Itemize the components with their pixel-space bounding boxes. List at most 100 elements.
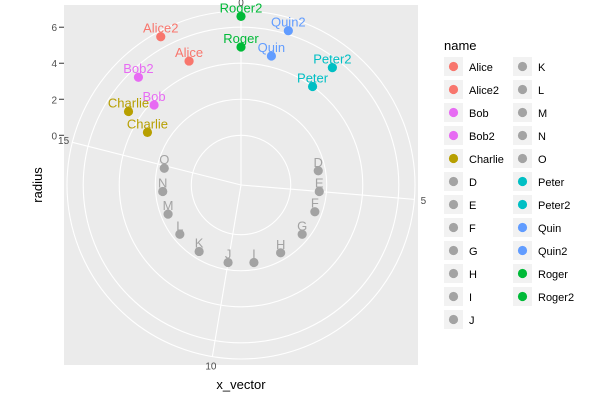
point-j bbox=[223, 257, 233, 268]
point-label-k: K bbox=[195, 235, 204, 250]
legend-label-roger: Roger bbox=[538, 269, 568, 281]
legend-label-j: J bbox=[469, 315, 475, 327]
angle-tick-label: 10 bbox=[205, 362, 217, 373]
angle-tick-label: 0 bbox=[238, 0, 244, 9]
legend-label-i: I bbox=[469, 292, 472, 304]
legend-label-m: M bbox=[538, 108, 547, 120]
point-label-charlie: Charlie bbox=[127, 116, 168, 131]
point-label-l: L bbox=[176, 218, 183, 233]
legend-swatch-e bbox=[448, 199, 459, 210]
grid-spoke bbox=[240, 184, 415, 200]
radius-tick-label: 2 bbox=[51, 95, 57, 106]
point-roger bbox=[236, 42, 246, 52]
legend-swatch-f bbox=[448, 222, 459, 233]
legend-swatch-l bbox=[517, 84, 528, 95]
legend-label-e: E bbox=[469, 200, 476, 212]
legend-label-peter2: Peter2 bbox=[538, 200, 570, 212]
point-label-d: D bbox=[314, 155, 323, 170]
point-label-o: O bbox=[159, 152, 169, 167]
point-label-n: N bbox=[158, 175, 167, 190]
points-layer bbox=[123, 11, 337, 268]
y-axis-title: radius bbox=[30, 167, 45, 203]
legend-label-k: K bbox=[538, 62, 546, 74]
angle-tick-label: 15 bbox=[58, 136, 70, 147]
point-e bbox=[314, 186, 324, 197]
point-label-alice: Alice bbox=[175, 45, 203, 60]
legend-label-quin: Quin bbox=[538, 223, 561, 235]
legend-swatch-quin bbox=[517, 222, 528, 233]
legend-swatch-j bbox=[448, 314, 459, 325]
point-charlie bbox=[123, 106, 134, 117]
legend-swatch-peter2 bbox=[517, 199, 528, 210]
legend-label-quin2: Quin2 bbox=[538, 246, 567, 258]
point-d bbox=[313, 166, 323, 176]
radius-tick-label: 0 bbox=[51, 131, 57, 142]
point-label-m: M bbox=[163, 198, 174, 213]
point-label-bob: Bob bbox=[142, 89, 165, 104]
legend-swatch-n bbox=[517, 130, 528, 141]
legend-label-alice: Alice bbox=[469, 62, 493, 74]
point-alice bbox=[184, 56, 194, 66]
legend-label-n: N bbox=[538, 131, 546, 143]
legend-swatch-bob bbox=[448, 107, 459, 118]
point-roger2 bbox=[236, 11, 246, 22]
legend-swatch-d bbox=[448, 176, 459, 187]
legend-label-bob: Bob bbox=[469, 108, 489, 120]
point-i bbox=[249, 257, 259, 268]
legend-label-peter: Peter bbox=[538, 177, 565, 189]
legend-label-roger2: Roger2 bbox=[538, 292, 574, 304]
point-m bbox=[163, 209, 173, 219]
radius-tick-label: 4 bbox=[51, 59, 57, 70]
legend-swatch-alice bbox=[448, 61, 459, 72]
point-bob bbox=[149, 100, 159, 110]
point-h bbox=[276, 248, 286, 258]
point-label-e: E bbox=[315, 175, 324, 190]
legend-swatch-charlie bbox=[448, 153, 459, 164]
angle-tick-label: 5 bbox=[421, 196, 427, 207]
legend-label-l: L bbox=[538, 85, 544, 97]
legend-swatch-g bbox=[448, 245, 459, 256]
grid-spoke bbox=[72, 141, 242, 186]
legend-swatch-i bbox=[448, 291, 459, 302]
legend-label-d: D bbox=[469, 177, 477, 189]
legend-swatch-alice2 bbox=[448, 84, 459, 95]
point-label-g: G bbox=[297, 218, 307, 233]
point-l bbox=[175, 229, 185, 239]
grid-spoke bbox=[211, 184, 242, 357]
x-axis-title: x_vector bbox=[216, 377, 266, 392]
legend-swatch-o bbox=[517, 153, 528, 164]
point-label-alice2: Alice2 bbox=[143, 21, 178, 36]
legend-label-o: O bbox=[538, 154, 547, 166]
legend-label-charlie: Charlie bbox=[469, 154, 504, 166]
legend-swatch-roger2 bbox=[517, 291, 528, 302]
legend-swatch-bob2 bbox=[448, 130, 459, 141]
legend-swatch-h bbox=[448, 268, 459, 279]
legend-title: name bbox=[444, 38, 477, 53]
point-f bbox=[310, 207, 320, 217]
point-quin2 bbox=[283, 26, 293, 36]
legend-label-f: F bbox=[469, 223, 476, 235]
point-label-roger: Roger bbox=[223, 31, 259, 46]
legend-swatch-peter bbox=[517, 176, 528, 187]
legend-swatch-k bbox=[517, 61, 528, 72]
legend-swatch-m bbox=[517, 107, 528, 118]
point-label-peter: Peter bbox=[297, 70, 329, 85]
point-quin bbox=[266, 51, 277, 61]
point-label-quin: Quin bbox=[258, 40, 285, 55]
point-label-roger2: Roger2 bbox=[220, 0, 263, 15]
point-label-bob2: Bob2 bbox=[123, 61, 153, 76]
point-charlie bbox=[142, 127, 153, 137]
point-label-i: I bbox=[252, 246, 256, 261]
point-peter2 bbox=[327, 62, 337, 73]
point-bob2 bbox=[133, 72, 144, 82]
legend-swatch-roger bbox=[517, 268, 528, 279]
angle-tick-labels: 0 5 10 15 bbox=[58, 0, 427, 373]
point-o bbox=[159, 163, 169, 173]
point-label-f: F bbox=[311, 196, 319, 211]
legend-label-h: H bbox=[469, 269, 477, 281]
point-peter bbox=[307, 81, 318, 92]
point-label-quin2: Quin2 bbox=[271, 15, 306, 30]
